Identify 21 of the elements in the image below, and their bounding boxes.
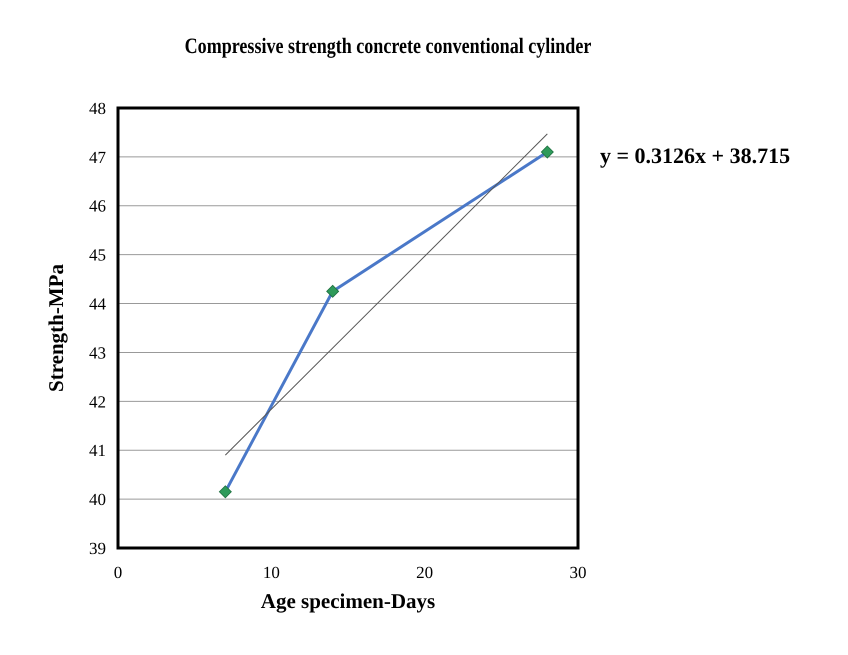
y-axis-title: Strength-MPa xyxy=(44,264,68,392)
y-tick-label: 39 xyxy=(89,538,106,558)
y-tick-label: 40 xyxy=(89,490,106,510)
y-tick-label: 47 xyxy=(89,148,106,167)
chart-title: Compressive strength concrete conventional cylinder xyxy=(184,34,592,58)
x-axis-title: Age specimen-Days xyxy=(260,589,436,613)
text: y = 0.3126x + 38.715 xyxy=(600,142,790,168)
x-tick-label: 20 xyxy=(416,563,434,582)
y-tick-label: 46 xyxy=(89,196,106,216)
y-tick-label: 43 xyxy=(89,343,106,362)
point xyxy=(540,146,554,158)
y-tick-label: 45 xyxy=(89,246,106,265)
point xyxy=(218,485,232,498)
x-tick-label: 0 xyxy=(114,563,122,582)
x-tick-label: 30 xyxy=(570,563,586,582)
y-tick-label: 44 xyxy=(89,294,106,314)
y-tick-label: 42 xyxy=(89,392,106,412)
y-tick-label: 48 xyxy=(89,98,106,118)
point xyxy=(326,284,340,298)
y-tick-label: 41 xyxy=(89,441,106,460)
x-tick-label: 10 xyxy=(262,563,280,582)
